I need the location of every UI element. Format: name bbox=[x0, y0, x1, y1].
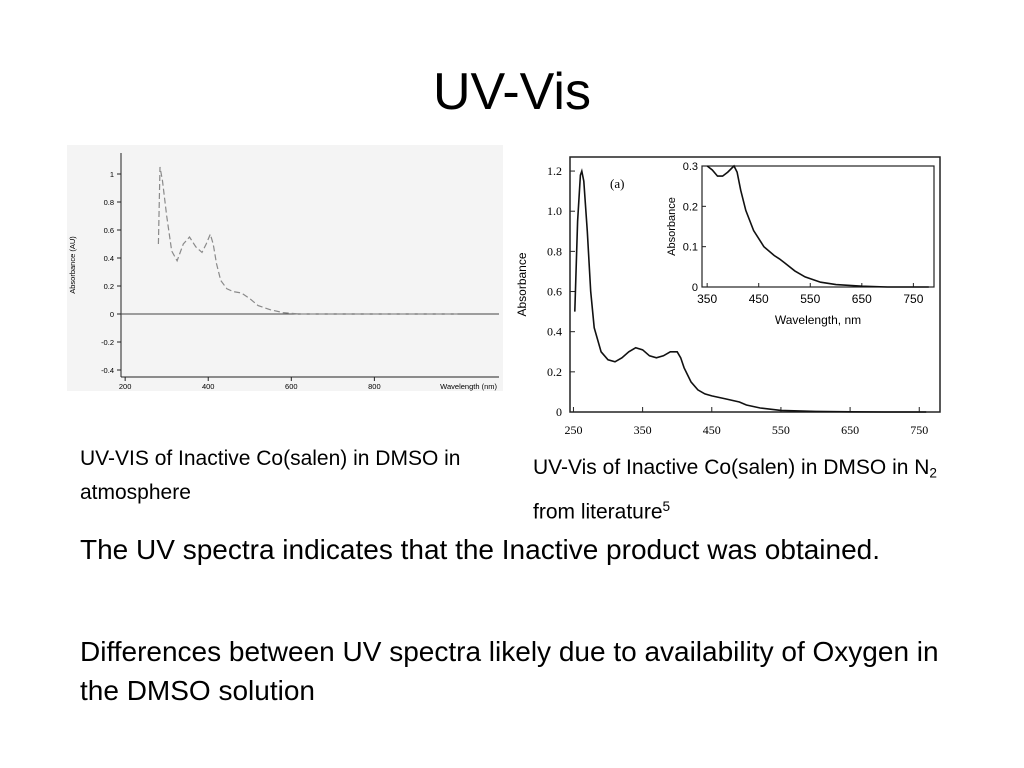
x-tick-label: 650 bbox=[841, 423, 859, 437]
y-tick-label: -0.2 bbox=[101, 338, 114, 347]
x-tick-label: 400 bbox=[202, 382, 215, 391]
y-tick-label: 1 bbox=[110, 170, 114, 179]
caption-reference: 5 bbox=[662, 499, 671, 515]
x-tick-label: 200 bbox=[119, 382, 132, 391]
absorbance-series-line bbox=[574, 168, 927, 413]
y-tick-label: 0.2 bbox=[104, 282, 114, 291]
inset-x-axis-title: Wavelength, nm bbox=[775, 313, 861, 327]
x-tick-label: 250 bbox=[564, 423, 582, 437]
inset-frame bbox=[701, 165, 935, 288]
y-tick-label: 0 bbox=[110, 310, 114, 319]
y-tick-label: 1.0 bbox=[547, 204, 562, 218]
absorbance-series-line bbox=[157, 166, 458, 315]
y-tick-label: 0.2 bbox=[547, 365, 562, 379]
y-tick-label: -0.4 bbox=[101, 366, 114, 375]
y-tick-label: 0.8 bbox=[547, 244, 562, 258]
x-tick-label: 750 bbox=[910, 423, 928, 437]
y-axis-title: Absorbance (AU) bbox=[68, 236, 77, 294]
y-tick-label: 0 bbox=[556, 405, 562, 419]
y-tick-label: 0.4 bbox=[104, 254, 114, 263]
caption-literature: UV-Vis of Inactive Co(salen) in DMSO in … bbox=[533, 451, 953, 530]
inset-series-line bbox=[706, 164, 929, 288]
x-tick-label: 450 bbox=[703, 423, 721, 437]
inset-y-tick-label: 0.2 bbox=[683, 201, 698, 213]
inset-x-tick-label: 550 bbox=[800, 292, 820, 306]
inset-x-tick-label: 350 bbox=[697, 292, 717, 306]
uv-vis-literature-chart: 0 0.2 0.4 0.6 0.8 1.0 1.2 250 350 450 550 650 750 Abs… bbox=[512, 152, 944, 442]
y-tick-label: 0.4 bbox=[547, 325, 562, 339]
caption-atmosphere: UV-VIS of Inactive Co(salen) in DMSO in … bbox=[80, 447, 461, 504]
x-tick-label: 550 bbox=[772, 423, 790, 437]
y-tick-label: 0.6 bbox=[104, 226, 114, 235]
inset-x-tick-label: 750 bbox=[903, 292, 923, 306]
y-tick-label: 0.8 bbox=[104, 198, 114, 207]
y-tick-label: 1.2 bbox=[547, 164, 562, 178]
caption-literature-tail: from literature bbox=[533, 500, 663, 524]
inset-y-tick-label: 0.3 bbox=[683, 161, 698, 173]
inset-y-tick-label: 0.1 bbox=[683, 242, 698, 254]
inset-x-tick-label: 450 bbox=[749, 292, 769, 306]
atmosphere-chart-svg: 1 0.8 0.6 0.4 0.2 0 -0.2 -0.4 200 400 600 800 Wavele… bbox=[68, 153, 499, 391]
slide-title: UV-Vis bbox=[433, 63, 591, 121]
inset-y-axis-title: Absorbance bbox=[666, 197, 678, 256]
x-axis-title: Wavelength (nm) bbox=[440, 382, 497, 391]
x-tick-label: 350 bbox=[634, 423, 652, 437]
y-axis-title: Absorbance bbox=[515, 252, 529, 316]
conclusion-paragraph: The UV spectra indicates that the Inacti… bbox=[80, 534, 881, 565]
inset-x-tick-label: 650 bbox=[852, 292, 872, 306]
caption-subscript: 2 bbox=[929, 465, 938, 481]
plot-frame bbox=[569, 156, 941, 413]
x-tick-label: 600 bbox=[285, 382, 298, 391]
explanation-paragraph: Differences between UV spectra likely du… bbox=[80, 636, 939, 706]
uv-vis-atmosphere-chart: 1 0.8 0.6 0.4 0.2 0 -0.2 -0.4 200 400 600 800 Wavele… bbox=[67, 145, 503, 391]
literature-chart-svg: 0 0.2 0.4 0.6 0.8 1.0 1.2 250 350 450 550 650 750 Abs… bbox=[515, 156, 941, 437]
x-tick-label: 800 bbox=[368, 382, 381, 391]
caption-literature-text: UV-Vis of Inactive Co(salen) in DMSO in … bbox=[533, 456, 930, 479]
y-tick-label: 0.6 bbox=[547, 285, 562, 299]
inset-y-tick-label: 0 bbox=[692, 282, 698, 294]
panel-label: (a) bbox=[610, 176, 624, 191]
